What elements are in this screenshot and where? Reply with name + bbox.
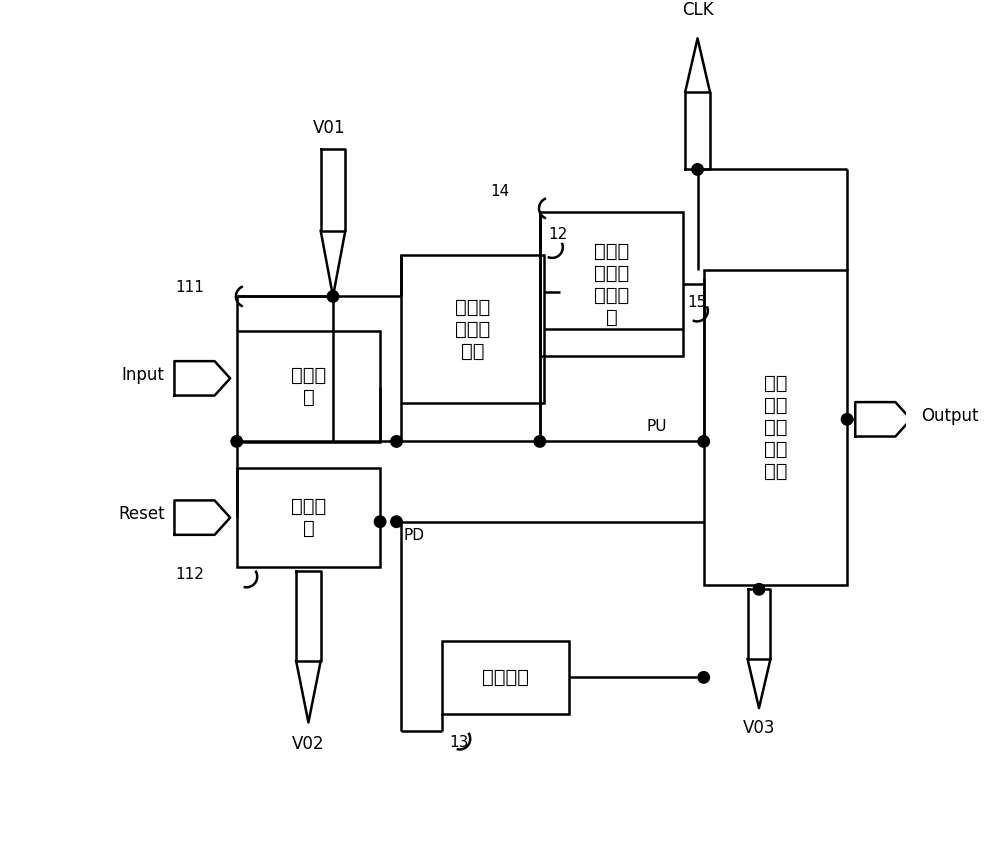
Text: Output: Output <box>921 407 978 425</box>
Text: 上拉节
点电位
维持模
块: 上拉节 点电位 维持模 块 <box>594 241 629 327</box>
Circle shape <box>692 164 703 176</box>
Text: 存储模块: 存储模块 <box>482 668 529 687</box>
Text: 112: 112 <box>175 567 204 582</box>
Text: 复位模
块: 复位模 块 <box>291 497 326 538</box>
Text: 14: 14 <box>491 184 510 199</box>
Bar <box>540 213 683 356</box>
Bar <box>237 468 380 567</box>
Circle shape <box>753 583 765 595</box>
Text: CLK: CLK <box>682 2 713 19</box>
Bar <box>237 331 380 442</box>
Bar <box>401 256 544 403</box>
Text: V03: V03 <box>743 719 775 737</box>
Text: 111: 111 <box>175 280 204 295</box>
Circle shape <box>841 414 853 425</box>
Text: 输入模
块: 输入模 块 <box>291 366 326 407</box>
Text: Input: Input <box>122 366 165 384</box>
Text: 12: 12 <box>548 227 567 242</box>
Circle shape <box>534 436 546 447</box>
Circle shape <box>374 516 386 528</box>
Text: 下拉节
点控制
模块: 下拉节 点控制 模块 <box>455 298 490 360</box>
Text: Reset: Reset <box>118 506 165 523</box>
Bar <box>704 270 847 585</box>
Circle shape <box>391 436 402 447</box>
Circle shape <box>231 436 242 447</box>
Text: V01: V01 <box>313 118 345 137</box>
Text: PD: PD <box>403 528 424 543</box>
Circle shape <box>327 290 339 302</box>
Circle shape <box>698 436 709 447</box>
Text: 15: 15 <box>687 295 707 310</box>
Text: PU: PU <box>646 419 667 434</box>
Text: 13: 13 <box>450 735 469 750</box>
Bar <box>442 641 569 714</box>
Circle shape <box>698 672 709 683</box>
Circle shape <box>391 516 402 528</box>
Text: V02: V02 <box>292 735 325 754</box>
Text: 栅极
驱动
信号
输出
模块: 栅极 驱动 信号 输出 模块 <box>764 374 787 481</box>
